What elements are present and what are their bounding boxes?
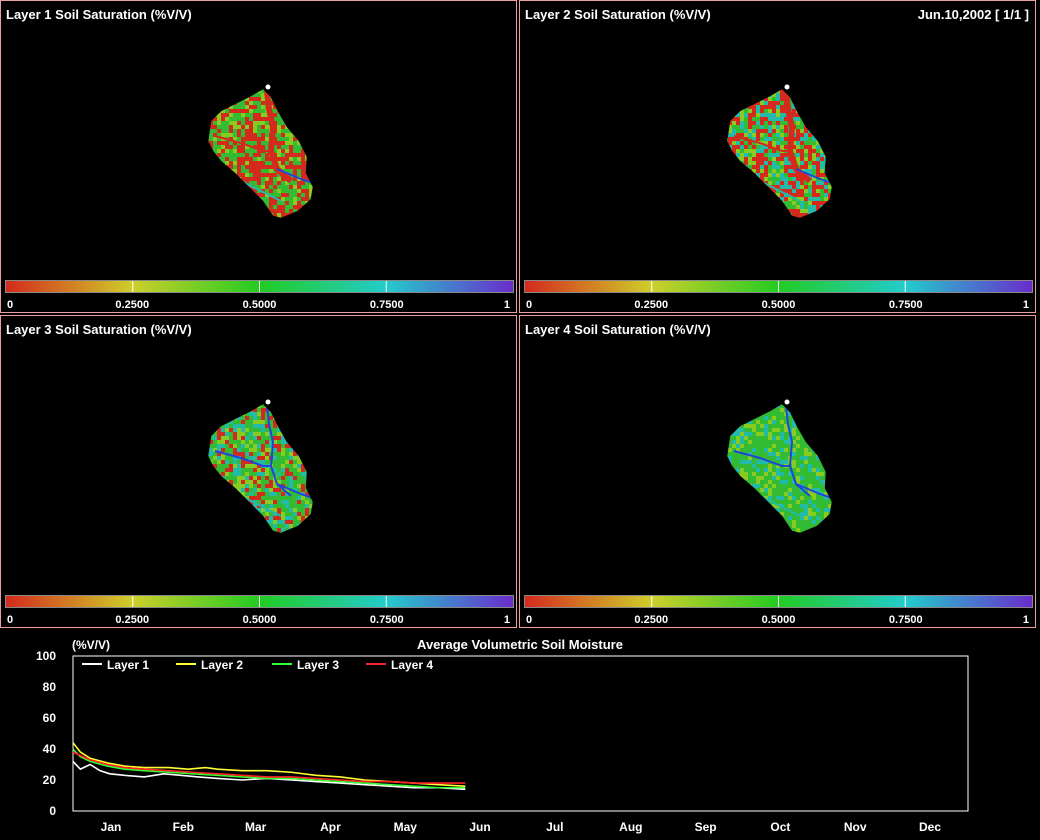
colorbar-tick-label: 0.2500	[634, 614, 669, 626]
x-tick-label: Aug	[619, 820, 642, 834]
colorbar-tick-label: 0	[7, 614, 14, 626]
watershed-outline	[207, 403, 314, 534]
plot-area	[72, 655, 969, 812]
x-tick-label: Oct	[770, 820, 790, 834]
colorbar-tick-label: 0.5000	[242, 614, 277, 626]
colorbar-ticks: 0 0.2500 0.5000 0.7500 1	[524, 614, 1033, 628]
panel-layer-4: Layer 4 Soil Saturation (%V/V) 0 0.2500 0.…	[519, 315, 1036, 628]
x-tick-label: Jun	[469, 820, 490, 834]
legend-label: Layer 4	[391, 658, 433, 672]
colorbar-tick-label: 0.2500	[634, 299, 669, 311]
x-tick-label: Apr	[320, 820, 341, 834]
panel-layer-1: Layer 1 Soil Saturation (%V/V) 0 0.2500 0.…	[0, 0, 517, 313]
colorbar-tick-label: 0	[526, 299, 533, 311]
panel-layer-3: Layer 3 Soil Saturation (%V/V) 0 0.2500 0.…	[0, 315, 517, 628]
colorbar-tick-label: 1	[503, 614, 510, 626]
y-tick-label: 40	[43, 742, 57, 756]
series-line	[72, 742, 466, 787]
colorbar-tick-label: 0.7500	[369, 299, 404, 311]
colorbar-tick-label: 1	[503, 299, 510, 311]
legend-label: Layer 1	[107, 658, 149, 672]
y-tick-label: 100	[36, 649, 56, 663]
outlet-marker	[784, 84, 790, 90]
colorbar-ticks: 0 0.2500 0.5000 0.7500 1	[524, 299, 1033, 313]
x-tick-label: Dec	[919, 820, 941, 834]
series-line	[72, 748, 466, 789]
colorbar-ticks: 0 0.2500 0.5000 0.7500 1	[5, 299, 514, 313]
colorbar-tick-label: 0.5000	[242, 299, 277, 311]
x-tick-label: Mar	[245, 820, 267, 834]
colorbar-tick-label: 0.7500	[369, 614, 404, 626]
colorbar-tick-label: 0.2500	[115, 299, 150, 311]
y-tick-label: 80	[43, 680, 57, 694]
saturation-raster	[727, 89, 832, 218]
y-tick-label: 60	[43, 711, 57, 725]
chart-title: Average Volumetric Soil Moisture	[417, 637, 623, 652]
colorbar	[5, 280, 514, 293]
outlet-marker	[265, 399, 271, 405]
legend-label: Layer 3	[297, 658, 339, 672]
panel-title: Layer 1 Soil Saturation (%V/V)	[6, 7, 192, 22]
saturation-raster	[208, 89, 313, 218]
panel-layer-2: Layer 2 Soil Saturation (%V/V) Jun.10,20…	[519, 0, 1036, 313]
watershed-map	[726, 84, 833, 219]
watershed-outline	[726, 403, 833, 534]
panel-title: Layer 3 Soil Saturation (%V/V)	[6, 322, 192, 337]
panel-title: Layer 2 Soil Saturation (%V/V)	[525, 7, 711, 22]
x-tick-label: Feb	[173, 820, 194, 834]
watershed-outline	[207, 88, 314, 219]
watershed-map	[207, 399, 314, 534]
y-tick-label: 20	[43, 773, 57, 787]
colorbar-tick-label: 0.2500	[115, 614, 150, 626]
outlet-marker	[265, 84, 271, 90]
legend: Layer 1 Layer 2 Layer 3 Layer 4	[82, 658, 433, 672]
colorbar-tick-label: 1	[1022, 299, 1029, 311]
colorbar-tick-label: 1	[1022, 614, 1029, 626]
colorbar	[524, 280, 1033, 293]
colorbar-tick-label: 0	[526, 614, 533, 626]
outlet-marker	[784, 399, 790, 405]
legend-label: Layer 2	[201, 658, 243, 672]
series-line	[72, 751, 466, 784]
y-axis-label: (%V/V)	[72, 638, 110, 652]
y-ticks: 0 20 40 60 80 100	[36, 649, 56, 818]
x-tick-label: Sep	[695, 820, 717, 834]
watershed-outline	[726, 88, 833, 219]
x-tick-label: Nov	[844, 820, 867, 834]
date-label: Jun.10,2002 [ 1/1 ]	[917, 7, 1029, 22]
soil-moisture-chart: Average Volumetric Soil Moisture (%V/V) …	[36, 637, 969, 834]
colorbar-tick-label: 0.7500	[888, 299, 923, 311]
colorbar-tick-label: 0.5000	[761, 614, 796, 626]
colorbar-tick-label: 0	[7, 299, 14, 311]
y-tick-label: 0	[49, 804, 56, 818]
x-tick-label: Jul	[546, 820, 563, 834]
colorbar-tick-label: 0.5000	[761, 299, 796, 311]
panel-title: Layer 4 Soil Saturation (%V/V)	[525, 322, 711, 337]
saturation-raster	[727, 404, 832, 533]
watershed-map	[726, 399, 833, 534]
colorbar	[5, 595, 514, 608]
watershed-map	[207, 84, 314, 219]
colorbar-tick-label: 0.7500	[888, 614, 923, 626]
colorbar-ticks: 0 0.2500 0.5000 0.7500 1	[5, 614, 514, 628]
x-tick-label: Jan	[101, 820, 122, 834]
x-ticks: Jan Feb Mar Apr May Jun Jul Aug Sep Oct Nov Dec	[101, 820, 942, 834]
series-line	[72, 760, 466, 791]
x-tick-label: May	[394, 820, 418, 834]
series-lines	[72, 742, 466, 791]
colorbar	[524, 595, 1033, 608]
saturation-raster	[208, 404, 313, 533]
